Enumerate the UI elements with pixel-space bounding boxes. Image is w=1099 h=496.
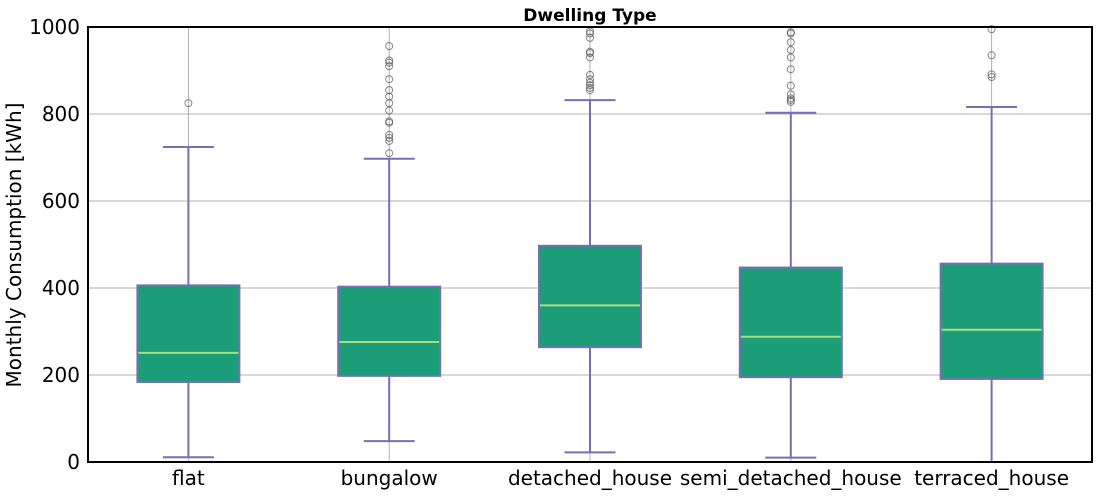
x-tick-label: detached_house (508, 466, 672, 490)
x-tick-label: semi_detached_house (680, 466, 902, 490)
flier-point (385, 75, 394, 84)
box-iqr (337, 285, 442, 377)
box-group-semi_detached_house (738, 28, 843, 459)
flier-point (385, 130, 394, 139)
x-tick-label: terraced_house (914, 466, 1069, 490)
flier-point (586, 70, 594, 79)
flier-point (987, 51, 996, 60)
flier-point (586, 78, 594, 87)
x-tick-label: bungalow (341, 466, 438, 490)
flier-point (586, 53, 594, 62)
y-tick-label: 1000 (29, 15, 80, 39)
flier-point (586, 29, 594, 38)
y-tick-label: 200 (42, 363, 80, 387)
y-axis-label: Monthly Consumption [kWh] (2, 103, 26, 388)
flier-point (586, 81, 594, 90)
box-iqr (939, 262, 1044, 380)
flier-point (385, 136, 394, 145)
flier-point (786, 94, 795, 103)
flier-point (786, 46, 795, 55)
box-iqr (136, 284, 241, 383)
flier-point (987, 70, 996, 79)
x-axis-ticks: flat bungalow detached_house semi_detached_… (172, 466, 1069, 490)
flier-point (385, 133, 394, 142)
flier-point (385, 62, 394, 71)
y-tick-label: 800 (42, 102, 80, 126)
flier-point (786, 38, 795, 47)
flier-point (987, 73, 996, 82)
flier-point (385, 149, 394, 158)
box-group-flat (136, 99, 241, 459)
flier-point (385, 58, 394, 67)
flier-point (385, 42, 394, 51)
flier-point (586, 47, 594, 56)
flier-point (385, 56, 394, 65)
y-tick-label: 0 (67, 450, 80, 474)
boxes-layer (136, 25, 1044, 463)
box-group-bungalow (337, 42, 442, 443)
flier-point (586, 75, 594, 84)
flier-point (786, 81, 795, 90)
flier-point (786, 90, 795, 99)
x-tick-label: flat (172, 466, 205, 490)
flier-point (786, 28, 795, 37)
plot-frame (87, 26, 1093, 463)
flier-point (987, 25, 996, 34)
box-iqr (538, 244, 642, 349)
y-tick-label: 400 (42, 276, 80, 300)
flier-point (184, 99, 193, 108)
flier-point (385, 117, 394, 126)
chart-title: Dwelling Type (523, 6, 656, 26)
box-group-detached_house (538, 27, 642, 454)
flier-point (385, 86, 394, 95)
y-tick-label: 600 (42, 189, 80, 213)
y-axis-ticks: 0 200 400 600 800 1000 (29, 15, 80, 474)
flier-point (586, 83, 594, 92)
box-iqr (738, 266, 843, 379)
flier-point (786, 65, 795, 74)
